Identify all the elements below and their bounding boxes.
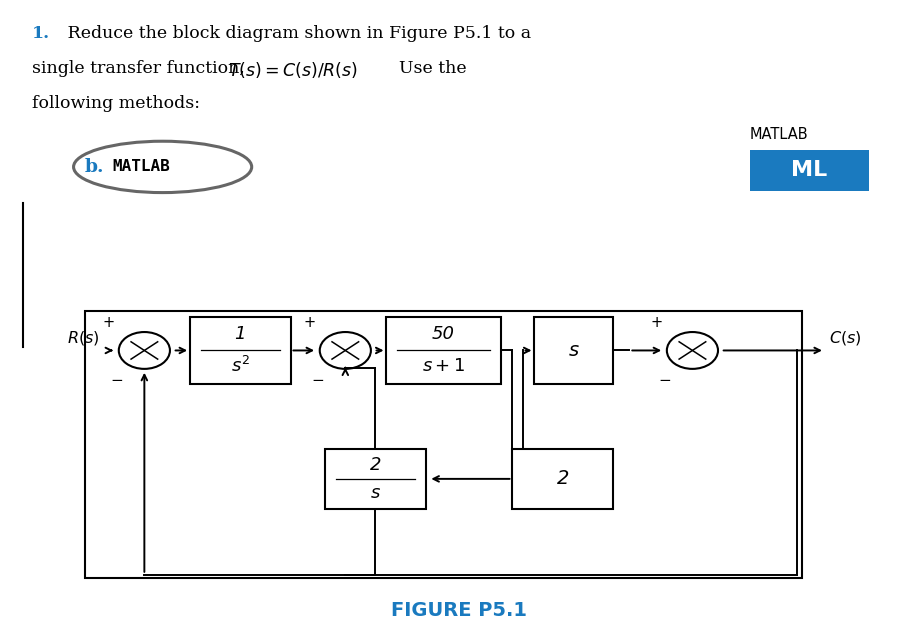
Bar: [750, 150, 868, 191]
Text: Reduce the block diagram shown in Figure P5.1 to a: Reduce the block diagram shown in Figure…: [62, 25, 531, 42]
Bar: [325, 449, 425, 509]
Text: −: −: [110, 373, 123, 388]
Text: $R(s)$: $R(s)$: [67, 329, 99, 347]
Text: +: +: [303, 315, 315, 330]
Bar: [386, 317, 501, 384]
Text: +: +: [650, 315, 663, 330]
Text: single transfer function,: single transfer function,: [32, 61, 255, 77]
Text: MATLAB: MATLAB: [750, 127, 809, 142]
Bar: [85, 311, 802, 578]
Text: −: −: [659, 373, 672, 388]
Text: following methods:: following methods:: [32, 95, 200, 112]
Text: 2: 2: [369, 456, 381, 474]
Text: ML: ML: [791, 160, 827, 180]
Text: 50: 50: [432, 325, 455, 343]
Text: Use the: Use the: [388, 61, 467, 77]
Text: −: −: [312, 373, 324, 388]
Text: 1.: 1.: [32, 25, 51, 42]
Text: $T(s) = C(s)/R(s)$: $T(s) = C(s)/R(s)$: [229, 61, 358, 80]
Text: FIGURE P5.1: FIGURE P5.1: [391, 601, 528, 620]
Text: $s$: $s$: [568, 341, 580, 360]
Text: $s^2$: $s^2$: [231, 355, 250, 375]
Text: b.: b.: [85, 158, 105, 176]
Text: +: +: [102, 315, 114, 330]
Bar: [513, 449, 613, 509]
Text: $C(s)$: $C(s)$: [830, 329, 862, 347]
Text: $s+1$: $s+1$: [422, 357, 465, 375]
Text: 1: 1: [234, 325, 246, 343]
Text: MATLAB: MATLAB: [112, 159, 170, 174]
Text: 2: 2: [557, 470, 569, 489]
Text: $s$: $s$: [370, 483, 381, 502]
Bar: [190, 317, 290, 384]
Bar: [535, 317, 613, 384]
